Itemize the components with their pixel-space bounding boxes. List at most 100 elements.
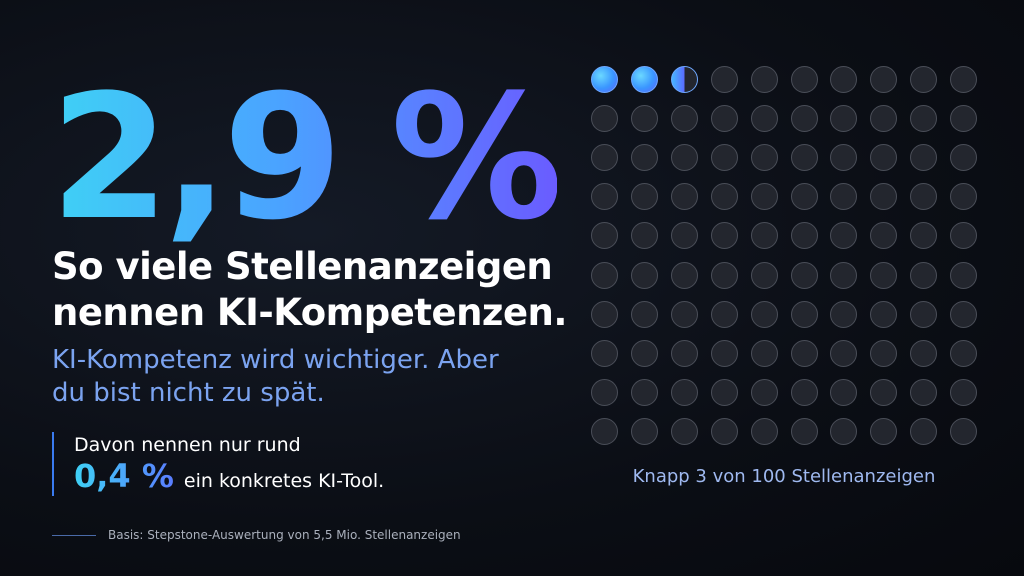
callout-lead: Davon nennen nur rund [74, 434, 301, 456]
grid-dot [710, 66, 738, 93]
grid-dot [670, 339, 698, 367]
grid-dot [950, 339, 978, 367]
grid-dot [790, 417, 818, 445]
grid-dot [790, 222, 818, 250]
grid-dot [591, 183, 618, 211]
callout-text: ein konkretes KI-Tool. [183, 470, 385, 492]
grid-dot [950, 222, 978, 250]
grid-dot [670, 417, 698, 445]
grid-dot [870, 144, 898, 172]
hero-value: 2,9 % [50, 57, 563, 258]
grid-dot [910, 339, 938, 367]
grid-dot [670, 300, 698, 328]
grid-dot [870, 222, 898, 250]
callout: Davon nennen nur rund 0,4 % ein konkrete… [52, 432, 384, 496]
grid-dot [750, 105, 778, 133]
grid-dot [670, 183, 698, 211]
grid-dot [710, 378, 738, 406]
grid-dot [591, 339, 618, 367]
grid-dot [910, 105, 938, 133]
grid-dot [670, 222, 698, 250]
grid-dot [750, 222, 778, 250]
grid-dot [830, 339, 858, 367]
grid-dot [591, 144, 618, 172]
grid-dot [630, 339, 658, 367]
grid-dot [830, 183, 858, 211]
grid-dot [591, 105, 618, 133]
grid-dot [750, 378, 778, 406]
grid-dot [710, 183, 738, 211]
grid-dot [591, 222, 618, 250]
grid-dot [750, 300, 778, 328]
grid-dot [670, 144, 698, 172]
grid-dot [591, 261, 618, 289]
grid-dot [670, 66, 698, 93]
grid-dot [630, 300, 658, 328]
dot-grid-caption: Knapp 3 von 100 Stellenanzeigen [632, 466, 936, 487]
grid-dot [910, 66, 938, 93]
callout-row: 0,4 % ein konkretes KI-Tool. [74, 458, 384, 494]
grid-dot [870, 417, 898, 445]
grid-dot [790, 144, 818, 172]
grid-dot [710, 222, 738, 250]
grid-dot [710, 105, 738, 133]
headline: So viele Stellenanzeigen nennen KI-Kompe… [52, 245, 567, 334]
footnote-divider [52, 534, 96, 536]
grid-dot [750, 183, 778, 211]
grid-dot [870, 183, 898, 211]
grid-dot [830, 105, 858, 133]
grid-dot [591, 300, 618, 328]
grid-dot [670, 261, 698, 289]
grid-dot [670, 105, 698, 133]
grid-dot [710, 144, 738, 172]
grid-dot [630, 261, 658, 289]
grid-dot [950, 300, 978, 328]
grid-dot [870, 300, 898, 328]
grid-dot [910, 417, 938, 445]
grid-dot [830, 417, 858, 445]
grid-dot [630, 222, 658, 250]
grid-dot [950, 66, 978, 93]
grid-dot [870, 105, 898, 133]
grid-dot [790, 378, 818, 406]
grid-dot [750, 144, 778, 172]
grid-dot [630, 378, 658, 406]
grid-dot [750, 261, 778, 289]
grid-dot [790, 183, 818, 211]
grid-dot [910, 261, 938, 289]
grid-dot [790, 261, 818, 289]
grid-dot [950, 261, 978, 289]
grid-dot [790, 339, 818, 367]
grid-dot [910, 144, 938, 172]
grid-dot [790, 105, 818, 133]
grid-dot [830, 261, 858, 289]
grid-dot [710, 417, 738, 445]
subline: KI-Kompetenz wird wichtiger. Aber du bis… [52, 345, 499, 408]
grid-dot [630, 105, 658, 133]
dot-grid [591, 66, 978, 445]
callout-value: 0,4 % [74, 457, 174, 495]
grid-dot [710, 261, 738, 289]
grid-dot [790, 300, 818, 328]
grid-dot [910, 183, 938, 211]
grid-dot [950, 417, 978, 445]
grid-dot [910, 378, 938, 406]
grid-dot [830, 222, 858, 250]
grid-dot [830, 144, 858, 172]
grid-dot [750, 66, 778, 93]
grid-dot [630, 417, 658, 445]
grid-dot [710, 300, 738, 328]
grid-dot [870, 66, 898, 93]
grid-dot [830, 66, 858, 93]
grid-dot [830, 300, 858, 328]
grid-dot [950, 105, 978, 133]
grid-dot [950, 378, 978, 406]
grid-dot [870, 339, 898, 367]
grid-dot [910, 222, 938, 250]
grid-dot [950, 183, 978, 211]
grid-dot [591, 378, 618, 406]
grid-dot [670, 378, 698, 406]
grid-dot [630, 183, 658, 211]
grid-dot [710, 339, 738, 367]
grid-dot [870, 378, 898, 406]
